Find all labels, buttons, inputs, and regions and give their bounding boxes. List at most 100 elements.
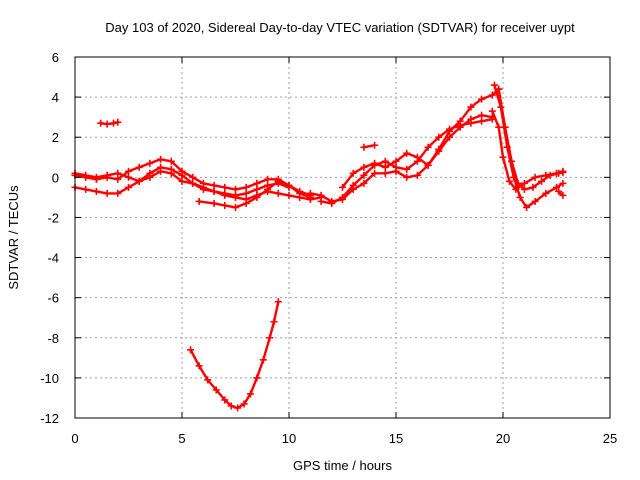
plot-area-border <box>74 56 611 419</box>
data-point <box>270 318 278 326</box>
data-point <box>514 179 522 187</box>
data-point <box>317 197 325 205</box>
data-point <box>555 187 563 195</box>
data-point <box>246 390 254 398</box>
y-tick-label: -4 <box>47 251 59 266</box>
data-point <box>240 400 248 408</box>
data-point <box>199 185 207 193</box>
data-point <box>424 143 432 151</box>
data-point <box>232 191 239 199</box>
data-point <box>227 402 235 410</box>
data-point <box>508 157 516 165</box>
data-point <box>488 91 496 99</box>
data-point <box>403 173 411 181</box>
data-point <box>178 171 186 179</box>
y-tick-label: 2 <box>52 130 59 145</box>
data-point <box>381 157 389 165</box>
y-axis-title: SDTVAR / TECUs <box>6 185 21 290</box>
data-point <box>371 141 379 149</box>
data-point <box>559 191 567 199</box>
data-point <box>523 203 531 211</box>
data-point <box>92 187 100 195</box>
data-point <box>499 153 507 161</box>
data-point <box>157 163 165 171</box>
data-point <box>103 171 111 179</box>
data-point <box>403 149 411 157</box>
data-point <box>531 197 539 205</box>
data-point <box>542 189 550 197</box>
data-point <box>488 107 496 115</box>
y-tick-label: -10 <box>40 371 59 386</box>
data-point <box>274 298 282 306</box>
data-point <box>232 185 239 193</box>
data-point <box>371 159 379 167</box>
data-point <box>413 171 421 179</box>
data-point <box>339 183 346 191</box>
y-tick-label: -2 <box>47 210 59 225</box>
data-point <box>221 189 229 197</box>
data-point <box>349 169 357 177</box>
data-point <box>546 171 554 179</box>
data-point <box>103 120 111 128</box>
data-point <box>242 199 250 207</box>
data-point <box>538 177 546 185</box>
data-point <box>285 191 293 199</box>
data-point <box>505 177 513 185</box>
series-arc-3 <box>71 163 293 199</box>
data-point <box>339 193 346 201</box>
data-point <box>456 117 464 125</box>
data-point <box>529 183 537 191</box>
data-point <box>204 376 212 384</box>
axis-ticks: 0 5 10 15 20 25 -12 -10 -8 -6 -4 -2 0 2 4 6 <box>40 50 617 446</box>
data-point <box>167 157 175 165</box>
data-point <box>232 203 239 211</box>
data-point <box>92 173 100 181</box>
data-point <box>553 183 560 191</box>
data-point <box>242 183 250 191</box>
data-point <box>114 189 122 197</box>
data-point <box>189 173 197 181</box>
data-point <box>221 183 229 191</box>
data-point <box>478 95 486 103</box>
data-point <box>82 185 90 193</box>
data-point <box>435 145 443 153</box>
x-tick-label: 25 <box>603 431 617 446</box>
data-point <box>424 161 432 169</box>
data-point <box>195 362 203 370</box>
data-point <box>264 185 272 193</box>
x-tick-label: 0 <box>71 431 78 446</box>
data-point <box>135 177 143 185</box>
data-point <box>253 185 261 193</box>
data-point <box>296 193 304 201</box>
data-point <box>253 374 261 382</box>
data-point <box>306 189 314 197</box>
data-point <box>253 193 261 201</box>
data-point <box>103 189 111 197</box>
data-point <box>167 165 175 173</box>
data-point <box>555 169 563 177</box>
data-point <box>110 119 118 127</box>
y-tick-label: -8 <box>47 331 59 346</box>
data-point <box>371 169 379 177</box>
data-point <box>210 199 218 207</box>
data-point <box>360 171 368 179</box>
y-tick-label: -12 <box>40 411 59 426</box>
data-point <box>114 169 122 177</box>
data-point <box>446 127 453 135</box>
data-point <box>125 183 132 191</box>
data-point <box>266 334 274 342</box>
x-tick-label: 5 <box>178 431 185 446</box>
data-point <box>360 163 368 171</box>
data-point <box>317 191 325 199</box>
series-arc-4 <box>195 177 314 211</box>
data-point <box>264 175 272 183</box>
data-series <box>71 81 567 412</box>
data-point <box>328 199 336 207</box>
x-tick-label: 10 <box>282 431 296 446</box>
data-point <box>296 187 304 195</box>
data-point <box>178 177 186 185</box>
data-point <box>125 167 132 175</box>
y-tick-label: 6 <box>52 50 59 65</box>
